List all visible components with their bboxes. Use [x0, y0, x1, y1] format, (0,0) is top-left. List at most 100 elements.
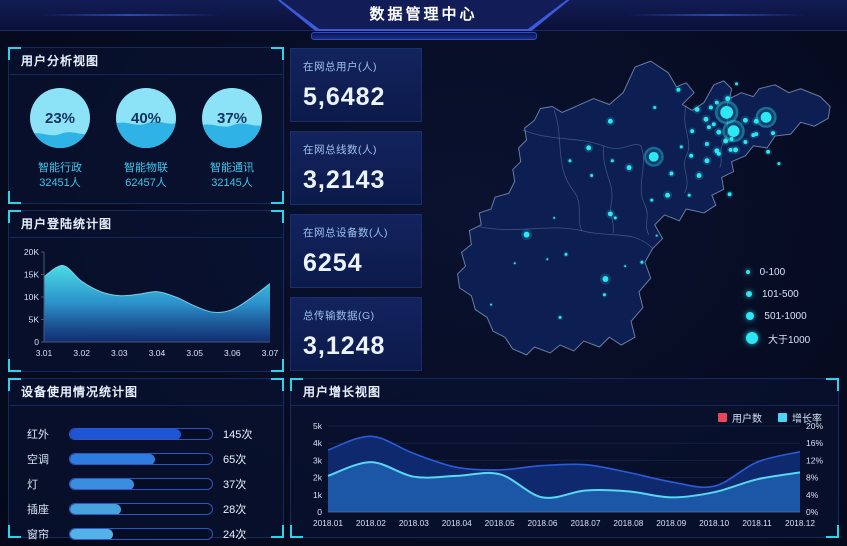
- map-dot: [653, 105, 657, 109]
- map-dot: [553, 216, 556, 219]
- map-dot: [703, 116, 709, 122]
- map-dot: [590, 174, 594, 177]
- svg-text:20%: 20%: [806, 421, 823, 431]
- svg-text:2018.06: 2018.06: [528, 518, 558, 528]
- map-dot: [669, 171, 674, 176]
- device-bar-track: [69, 452, 213, 465]
- svg-text:3.04: 3.04: [149, 348, 166, 358]
- svg-text:3.03: 3.03: [111, 348, 128, 358]
- svg-text:2018.01: 2018.01: [313, 518, 343, 528]
- panel-user-analysis-title: 用户分析视图: [9, 48, 283, 75]
- map-dot: [607, 118, 613, 124]
- svg-text:2018.10: 2018.10: [699, 518, 729, 528]
- stat-value: 6254: [303, 249, 363, 277]
- legend-dot-icon: [746, 311, 755, 321]
- svg-text:16%: 16%: [806, 438, 823, 448]
- device-bar-label: 灯: [27, 478, 38, 491]
- header-trapezoid: 数据管理中心: [277, 0, 570, 31]
- svg-text:8%: 8%: [806, 473, 819, 483]
- map-dot: [586, 145, 592, 151]
- device-bar-track: [69, 527, 213, 540]
- device-bar-fill: [70, 503, 122, 514]
- header-right-line: [627, 14, 807, 16]
- svg-text:2018.09: 2018.09: [656, 518, 686, 528]
- legend-item-users[interactable]: 用户数: [718, 410, 762, 425]
- map-dot: [513, 262, 516, 265]
- map-dot: [602, 293, 606, 297]
- device-bar-fill: [70, 528, 113, 539]
- gauge-percent: 23%: [45, 110, 75, 127]
- stat-value: 5,6482: [303, 83, 386, 111]
- panel-login-stats-title: 用户登陆统计图: [9, 211, 283, 238]
- map-dot: [766, 149, 771, 154]
- panel-device-usage-title: 设备使用情况统计图: [9, 379, 283, 406]
- gauge-智能通讯: 37% 智能通讯 32145人: [201, 87, 263, 191]
- device-bar-track: [69, 477, 213, 490]
- map-dot: [751, 133, 756, 138]
- svg-text:5K: 5K: [29, 315, 40, 325]
- map-dot: [624, 265, 627, 268]
- svg-text:0%: 0%: [806, 507, 819, 517]
- map-dot: [742, 117, 748, 123]
- header-decoration: [310, 32, 537, 40]
- svg-text:2018.07: 2018.07: [570, 518, 600, 528]
- device-bar-row-窗帘: 窗帘 24次: [27, 521, 265, 546]
- gauge-count: 62457人: [125, 177, 167, 189]
- device-bar-row-空调: 空调 65次: [27, 446, 265, 471]
- map-dot: [716, 129, 722, 135]
- stat-card-total-devices: 在网总设备数(人) 6254: [290, 214, 422, 288]
- map-dot: [727, 192, 732, 197]
- map-dot: [777, 162, 781, 166]
- legend-swatch-growth-rate: [778, 413, 787, 422]
- map-dot: [626, 165, 632, 171]
- device-bar-label: 红外: [27, 428, 49, 441]
- map-dot: [676, 87, 681, 92]
- map-dot: [735, 82, 739, 86]
- panel-user-analysis: 用户分析视图 23% 智能行政 32451人 40% 智能物联 62457人 37% 智能通讯…: [8, 47, 284, 204]
- map-legend-item: 501-1000: [746, 310, 810, 322]
- stat-card-total-lines: 在网总线数(人) 3,2143: [290, 131, 422, 205]
- device-bar-value: 24次: [223, 528, 247, 541]
- map-dot: [665, 192, 670, 198]
- gauge-count: 32145人: [211, 177, 253, 189]
- device-bar-fill: [70, 453, 156, 464]
- map-dot: [706, 125, 711, 130]
- device-bar-track: [69, 427, 213, 440]
- map-dot: [727, 125, 740, 138]
- svg-text:4k: 4k: [313, 438, 323, 448]
- gauge-percent: 37%: [217, 110, 247, 127]
- province-map: 0-100 101-500 501-1000 大于1000: [428, 42, 842, 376]
- stat-label: 在网总用户(人): [303, 61, 377, 73]
- legend-swatch-users: [718, 413, 727, 422]
- map-dot: [696, 173, 702, 178]
- map-legend-label: 501-1000: [764, 310, 807, 322]
- gauge-count: 32451人: [39, 177, 81, 189]
- map-dot: [610, 159, 614, 163]
- map-dot: [704, 158, 710, 164]
- svg-text:3.06: 3.06: [224, 348, 241, 358]
- map-dot: [708, 105, 713, 110]
- stat-label: 总传输数据(G): [303, 310, 375, 322]
- svg-text:4%: 4%: [806, 490, 819, 500]
- gauge-row: 23% 智能行政 32451人 40% 智能物联 62457人 37% 智能通讯 32145人: [9, 75, 283, 191]
- map-dot: [689, 153, 694, 158]
- svg-text:1k: 1k: [313, 490, 323, 500]
- svg-text:2018.04: 2018.04: [442, 518, 472, 528]
- map-dot: [490, 303, 493, 306]
- panel-user-growth-title: 用户增长视图: [291, 379, 838, 406]
- panel-login-stats: 用户登陆统计图 0 5K 10K 15K 20K 3.01 3.02 3.03 3.04 3.05…: [8, 210, 284, 372]
- svg-text:0: 0: [34, 337, 39, 347]
- map-dot: [694, 106, 700, 112]
- device-bar-row-灯: 灯 37次: [27, 471, 265, 496]
- map-svg: [457, 60, 831, 356]
- legend-dot-icon: [746, 270, 750, 274]
- legend-item-growth-rate[interactable]: 增长率: [778, 410, 822, 425]
- panel-device-usage: 设备使用情况统计图 红外 145次 空调 65次灯 37次 插座 28次 窗帘 24次: [8, 378, 284, 541]
- map-dot: [704, 141, 709, 146]
- device-bar-row-红外: 红外 145次: [27, 421, 265, 446]
- stat-card-total-transfer: 总传输数据(G) 3,1248: [290, 297, 422, 371]
- svg-text:3.02: 3.02: [73, 348, 90, 358]
- map-dot: [733, 147, 739, 153]
- stat-label: 在网总设备数(人): [303, 227, 388, 239]
- svg-text:3.01: 3.01: [36, 348, 53, 358]
